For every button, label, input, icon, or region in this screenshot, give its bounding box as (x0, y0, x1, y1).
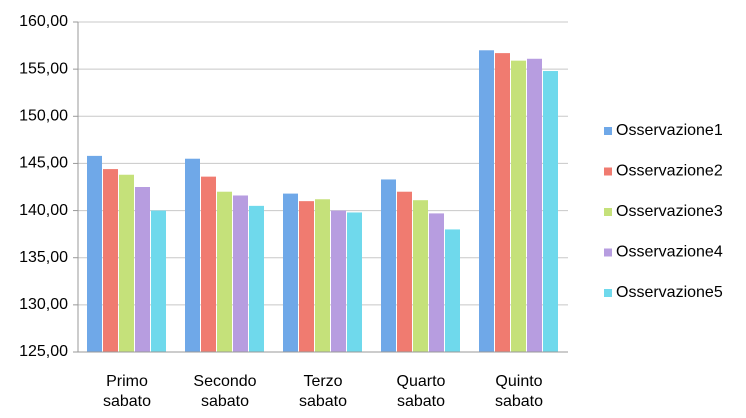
y-tick-label: 140,00 (19, 202, 68, 219)
bar (249, 205, 264, 352)
bar (511, 60, 526, 353)
bar (315, 199, 330, 352)
x-tick-label: Primo sabato (102, 373, 152, 410)
legend-label: Osservazione5 (616, 284, 723, 301)
bar (151, 210, 166, 352)
bar (135, 187, 150, 352)
legend-label: Osservazione3 (616, 203, 723, 220)
bar (103, 169, 118, 352)
y-tick-label: 125,00 (19, 343, 68, 360)
bar (201, 176, 216, 352)
x-tick-label: Quarto sabato (396, 373, 446, 410)
bar (543, 71, 558, 353)
y-tick-label: 145,00 (19, 155, 68, 172)
bar (429, 213, 444, 352)
y-tick-label: 130,00 (19, 296, 68, 313)
bar (217, 191, 232, 352)
legend-label: Osservazione2 (616, 163, 723, 180)
y-tick-label: 135,00 (19, 249, 68, 266)
y-tick-label: 150,00 (19, 108, 68, 125)
bar (233, 195, 248, 352)
legend-swatch (604, 289, 612, 297)
bar (495, 53, 510, 352)
bar (413, 200, 428, 352)
y-tick-label: 160,00 (19, 13, 68, 30)
bar (299, 201, 314, 352)
x-tick-label: Secondo sabato (193, 373, 257, 410)
legend-label: Osservazione1 (616, 122, 723, 139)
bar (283, 193, 298, 352)
legend-swatch (604, 167, 612, 176)
bar (527, 58, 542, 353)
legend-swatch (604, 208, 612, 216)
bar (381, 179, 396, 352)
bar (331, 210, 346, 352)
y-tick-label: 155,00 (19, 60, 68, 77)
bar (185, 158, 200, 352)
x-tick-label: Terzo sabato (298, 373, 348, 410)
bar (119, 174, 134, 352)
x-tick-label: Quinto sabato (494, 373, 544, 410)
bar (397, 191, 412, 352)
legend-label: Osservazione4 (616, 244, 723, 261)
bar (479, 50, 494, 353)
bar (87, 155, 102, 352)
legend-swatch (604, 127, 612, 135)
legend-swatch (604, 248, 612, 257)
bar (445, 229, 460, 352)
bar (347, 212, 362, 352)
